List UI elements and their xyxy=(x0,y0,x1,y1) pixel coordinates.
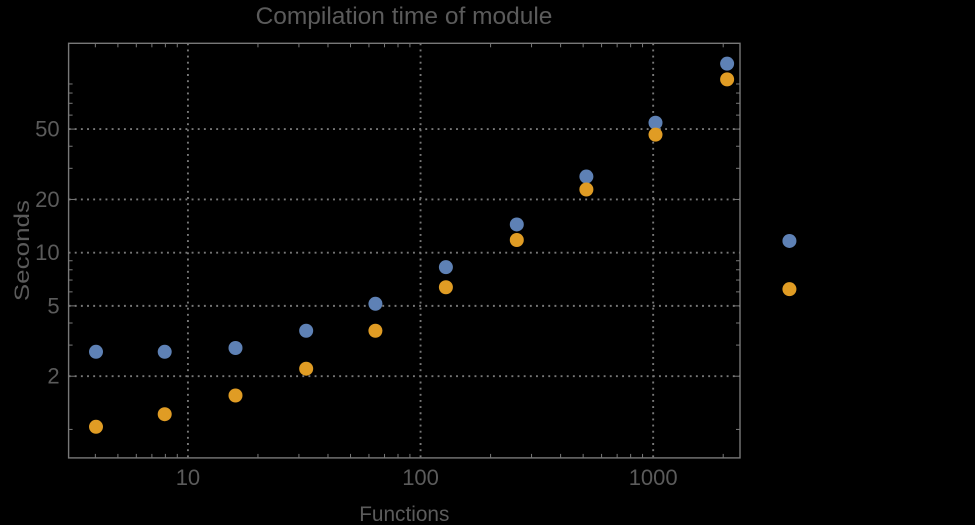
svg-text:50: 50 xyxy=(35,117,59,142)
svg-text:10: 10 xyxy=(35,240,59,265)
svg-text:Seconds: Seconds xyxy=(10,200,33,301)
svg-text:5: 5 xyxy=(47,293,59,318)
svg-text:10: 10 xyxy=(176,465,200,490)
svg-text:2: 2 xyxy=(47,364,59,389)
svg-text:Functions: Functions xyxy=(359,503,449,525)
svg-text:100: 100 xyxy=(402,465,439,490)
svg-text:20: 20 xyxy=(35,187,59,212)
svg-text:1000: 1000 xyxy=(629,465,678,490)
svg-text:Compilation time of module: Compilation time of module xyxy=(256,3,553,30)
